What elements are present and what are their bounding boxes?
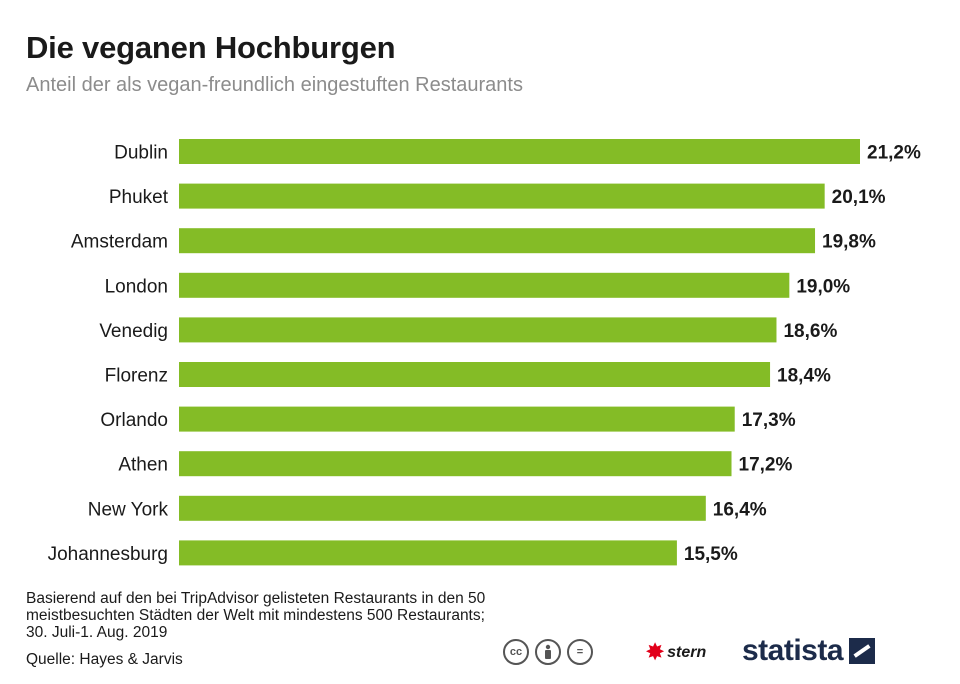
bar-new-york[interactable] [179, 495, 706, 521]
category-label: London [105, 276, 168, 297]
value-label: 15,5% [684, 544, 738, 565]
chart-title: Die veganen Hochburgen [26, 30, 396, 65]
statista-logo[interactable]: statista [742, 634, 876, 668]
category-label: Venedig [99, 321, 168, 342]
value-label: 21,2% [867, 143, 921, 164]
value-label: 20,1% [832, 187, 886, 208]
attribution-icon [535, 639, 561, 665]
no-derivatives-icon: = [567, 639, 593, 665]
bar-dublin[interactable] [179, 139, 860, 164]
bar-chart: Dublin 21,2% Phuket 20,1% Amsterdam 19,8% Lond… [48, 139, 921, 566]
license-icons: cc = [503, 639, 593, 665]
bar-amsterdam[interactable] [179, 228, 816, 254]
category-label: Orlando [100, 410, 168, 431]
category-label: Phuket [109, 187, 169, 208]
bar-phuket[interactable] [179, 183, 825, 209]
bar-orlando[interactable] [179, 406, 735, 432]
category-label: Dublin [114, 143, 168, 164]
source-text: Quelle: Hayes & Jarvis [26, 651, 183, 668]
stern-wordmark: stern [667, 644, 707, 661]
value-label: 19,8% [822, 232, 876, 253]
bar-johannesburg[interactable] [179, 540, 677, 566]
statista-wordmark: statista [742, 634, 844, 667]
category-label: Johannesburg [48, 544, 168, 565]
stern-logo[interactable]: ✸ stern [645, 641, 706, 665]
statista-mark-icon [849, 638, 876, 664]
bar-london[interactable] [179, 272, 790, 298]
cc-icon: cc [503, 639, 529, 665]
bar-florenz[interactable] [179, 362, 771, 387]
value-label: 17,2% [739, 455, 793, 476]
category-label: Athen [118, 455, 168, 476]
category-label: New York [88, 499, 169, 520]
footnote: Basierend auf den bei TripAdvisor gelist… [26, 590, 486, 641]
value-label: 18,4% [777, 366, 831, 387]
value-label: 17,3% [742, 410, 796, 431]
category-label: Florenz [105, 366, 168, 387]
bar-athen[interactable] [179, 451, 732, 477]
category-label: Amsterdam [71, 232, 168, 253]
value-label: 18,6% [783, 321, 837, 342]
value-label: 19,0% [796, 276, 850, 297]
value-label: 16,4% [713, 499, 767, 520]
stern-star-icon: ✸ [645, 639, 666, 666]
bar-venedig[interactable] [179, 317, 777, 343]
chart-subtitle: Anteil der als vegan-freundlich eingestu… [26, 74, 523, 96]
